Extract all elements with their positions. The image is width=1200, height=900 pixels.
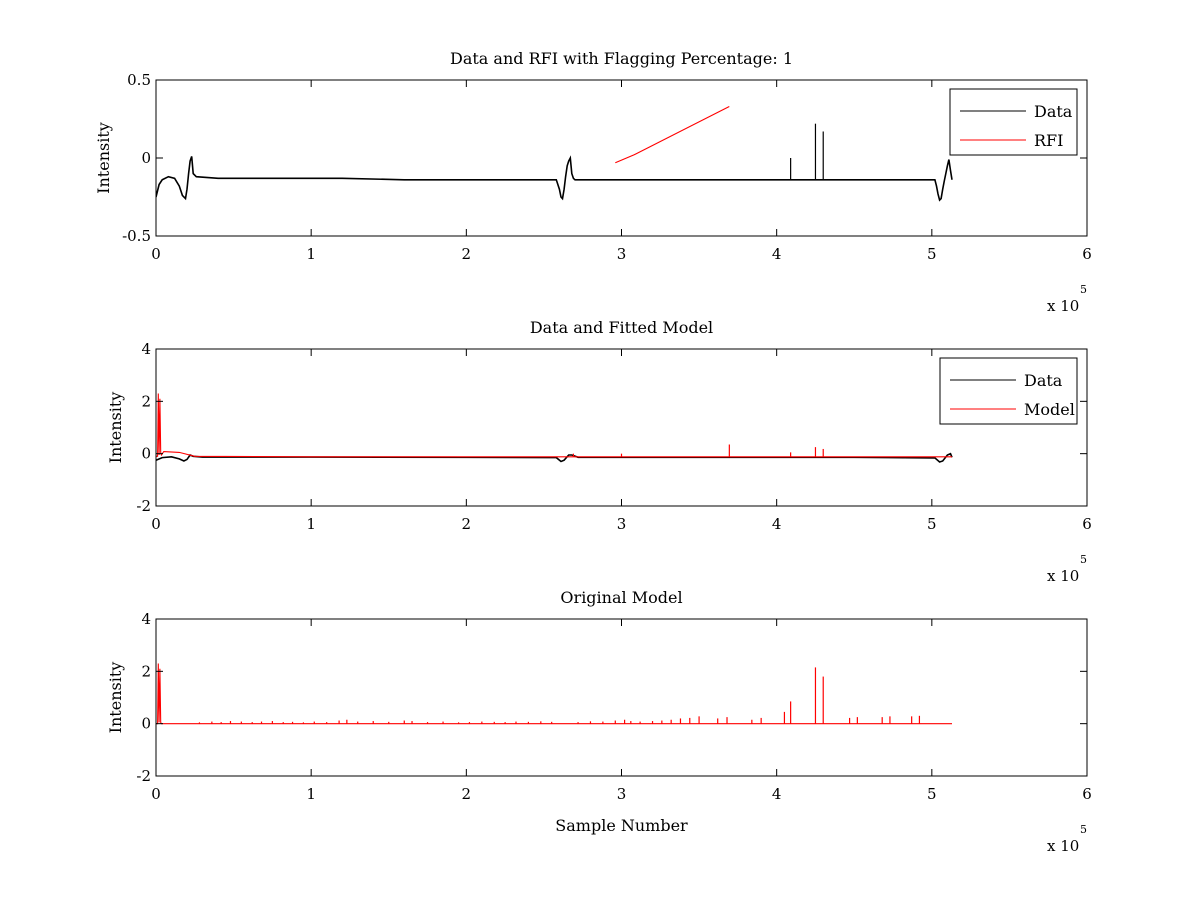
legend: Data Model <box>939 357 1078 425</box>
x-multiplier-exponent: 5 <box>1080 283 1087 296</box>
legend-box <box>939 357 1078 425</box>
x-tick-label: 3 <box>617 785 627 803</box>
x-tick-label: 4 <box>772 245 782 263</box>
x-tick-label: 0 <box>151 785 161 803</box>
x-tick-label: 4 <box>772 785 782 803</box>
y-tick-label: -0.5 <box>122 227 151 245</box>
x-tick-label: 2 <box>462 515 472 533</box>
x-tick-label: 5 <box>927 515 937 533</box>
x-tick-label: 2 <box>462 785 472 803</box>
x-multiplier-exponent: 5 <box>1080 823 1087 836</box>
legend-label-model: Model <box>1024 400 1075 419</box>
x-multiplier: x 10 <box>1047 567 1079 585</box>
y-axis-label: Intensity <box>106 392 125 464</box>
series-line-data <box>156 452 953 463</box>
x-multiplier-exponent: 5 <box>1080 553 1087 566</box>
series-line-model <box>156 393 952 458</box>
y-axis-label: Intensity <box>94 122 113 194</box>
x-tick-label: 4 <box>772 515 782 533</box>
x-multiplier: x 10 <box>1047 837 1079 855</box>
y-tick-label: 2 <box>141 392 151 410</box>
x-tick-label: 1 <box>306 245 316 263</box>
legend-label-data: Data <box>1024 371 1063 390</box>
legend-label-data: Data <box>1034 102 1073 121</box>
x-tick-label: 0 <box>151 515 161 533</box>
y-tick-label: 2 <box>141 662 151 680</box>
y-tick-label: 4 <box>141 610 151 628</box>
x-tick-label: 2 <box>462 245 472 263</box>
plot-area <box>156 393 953 463</box>
y-tick-label: 4 <box>141 340 151 358</box>
y-tick-label: 0 <box>141 445 151 463</box>
x-tick-label: 1 <box>306 515 316 533</box>
x-tick-label: 3 <box>617 515 627 533</box>
chart-title: Data and Fitted Model <box>530 318 713 337</box>
y-tick-label: -2 <box>136 767 151 785</box>
x-tick-label: 1 <box>306 785 316 803</box>
y-tick-label: 0 <box>141 715 151 733</box>
legend-label-rfi: RFI <box>1034 131 1063 150</box>
x-tick-label: 3 <box>617 245 627 263</box>
x-tick-label: 5 <box>927 785 937 803</box>
chart-title: Original Model <box>560 588 682 607</box>
y-axis-label: Intensity <box>106 662 125 734</box>
y-tick-label: -2 <box>136 497 151 515</box>
x-tick-label: 0 <box>151 245 161 263</box>
x-multiplier: x 10 <box>1047 297 1079 315</box>
legend: Data RFI <box>949 88 1078 156</box>
x-axis-label: Sample Number <box>555 816 688 835</box>
series-line-data <box>156 155 953 202</box>
x-tick-label: 6 <box>1082 515 1092 533</box>
y-tick-label: 0.5 <box>127 71 151 89</box>
x-tick-label: 5 <box>927 245 937 263</box>
x-tick-label: 6 <box>1082 785 1092 803</box>
chart-title: Data and RFI with Flagging Percentage: 1 <box>450 49 793 68</box>
y-tick-label: 0 <box>141 149 151 167</box>
x-tick-label: 6 <box>1082 245 1092 263</box>
legend-box <box>949 88 1078 156</box>
plot-area <box>156 106 953 202</box>
series-line-rfi <box>615 106 730 164</box>
